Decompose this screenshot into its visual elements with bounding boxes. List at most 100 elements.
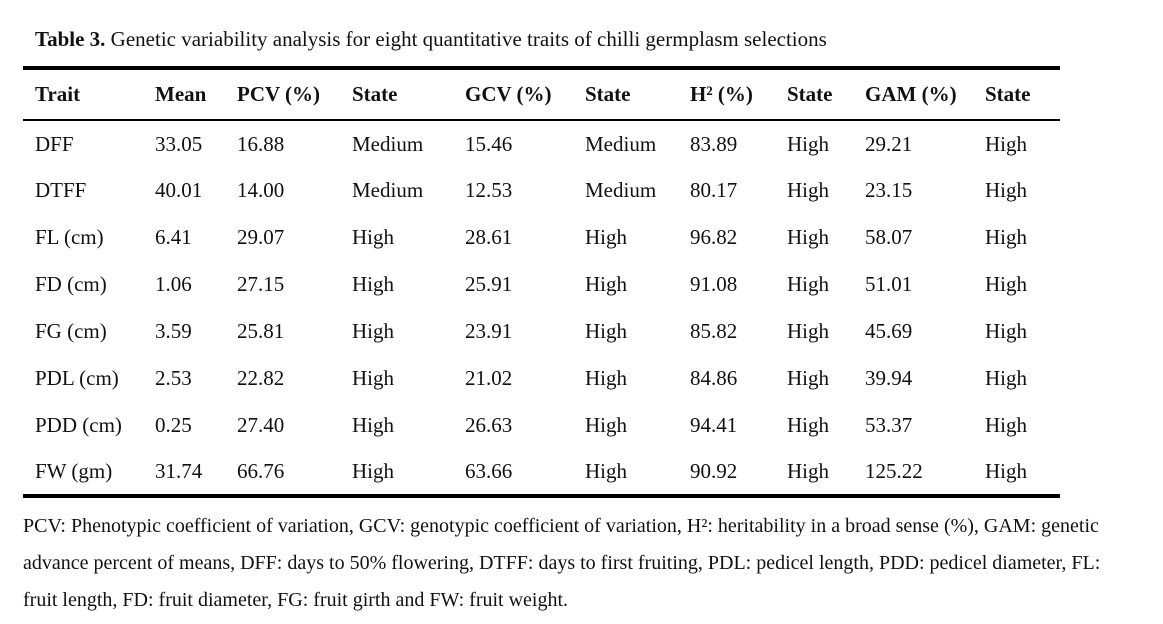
table-cell: High xyxy=(787,178,829,202)
table-cell: High xyxy=(985,413,1027,437)
table-cell: 31.74 xyxy=(155,459,203,483)
table-cell: High xyxy=(352,319,394,343)
table-cell: High xyxy=(985,366,1027,390)
trait-cell: PDL (cm) xyxy=(35,366,119,390)
column-header: State xyxy=(985,68,1060,121)
table-cell: 80.17 xyxy=(690,178,738,202)
table-cell: High xyxy=(787,319,829,343)
table-cell: 33.05 xyxy=(155,131,203,156)
table-cell: 63.66 xyxy=(465,459,513,483)
trait-cell: FW (gm) xyxy=(35,459,113,483)
table-cell: High xyxy=(787,366,829,390)
table-cell: 96.82 xyxy=(690,225,738,249)
table-cell: 27.15 xyxy=(237,272,285,296)
table-cell: 28.61 xyxy=(465,225,513,249)
column-header: H² (%) xyxy=(690,68,787,121)
table-cell: High xyxy=(985,459,1027,483)
table-cell: High xyxy=(585,225,627,249)
header-row: Trait Mean PCV (%) State GCV (%) State H² (%) S… xyxy=(23,68,1060,121)
table-cell: 90.92 xyxy=(690,459,738,483)
table-cell: High xyxy=(787,413,829,437)
table-cell: 21.02 xyxy=(465,366,513,390)
table-cell: 85.82 xyxy=(690,319,738,343)
column-header: PCV (%) xyxy=(237,68,352,121)
table-cell: High xyxy=(585,319,627,343)
table-cell: High xyxy=(787,131,829,156)
table-cell: High xyxy=(787,459,829,483)
table-row: DTFF 40.01 14.00 Medium 12.53 Medium 80.17 High… xyxy=(23,167,1060,214)
table-cell: Medium xyxy=(352,178,424,202)
table-cell: High xyxy=(585,272,627,296)
table-caption-text: Genetic variability analysis for eight q… xyxy=(110,27,827,51)
table-row: DFF 33.05 16.88 Medium 15.46 Medium 83.89 High 2… xyxy=(23,120,1060,167)
table-cell: 14.00 xyxy=(237,178,285,202)
table-cell: 25.81 xyxy=(237,319,285,343)
table-cell: High xyxy=(787,225,829,249)
table-cell: 53.37 xyxy=(865,413,913,437)
table-cell: Medium xyxy=(585,131,657,156)
column-header: State xyxy=(352,68,465,121)
table-cell: Medium xyxy=(352,131,424,156)
column-header: GAM (%) xyxy=(865,68,985,121)
table-cell: 27.40 xyxy=(237,413,285,437)
table-cell: 83.89 xyxy=(690,131,738,156)
table-cell: High xyxy=(585,366,627,390)
genetic-variability-table: Trait Mean PCV (%) State GCV (%) State H² (%) S… xyxy=(23,66,1060,498)
table-cell: 1.06 xyxy=(155,272,192,296)
table-cell: 66.76 xyxy=(237,459,285,483)
table-body: DFF 33.05 16.88 Medium 15.46 Medium 83.89 High 2… xyxy=(23,120,1060,496)
table-cell: 25.91 xyxy=(465,272,513,296)
table-cell: 45.69 xyxy=(865,319,913,343)
table-row: FG (cm) 3.59 25.81 High 23.91 High 85.82 High 45… xyxy=(23,308,1060,355)
table-cell: 16.88 xyxy=(237,131,285,156)
table-cell: High xyxy=(985,319,1027,343)
table-cell: 84.86 xyxy=(690,366,738,390)
table-row: FL (cm) 6.41 29.07 High 28.61 High 96.82 High 58… xyxy=(23,214,1060,261)
table-cell: High xyxy=(985,225,1027,249)
column-header: GCV (%) xyxy=(465,68,585,121)
trait-cell: FD (cm) xyxy=(35,272,107,296)
table-row: PDD (cm) 0.25 27.40 High 26.63 High 94.41 High 5… xyxy=(23,402,1060,449)
table-cell: High xyxy=(352,225,394,249)
table-cell: 12.53 xyxy=(465,178,513,202)
column-header: State xyxy=(585,68,690,121)
table-cell: High xyxy=(352,413,394,437)
trait-cell: DTFF xyxy=(35,178,87,202)
table-cell: High xyxy=(352,459,394,483)
table-caption-label: Table 3. xyxy=(35,27,106,51)
table-cell: High xyxy=(585,413,627,437)
column-header: Mean xyxy=(155,68,237,121)
column-header: Trait xyxy=(23,68,155,121)
table-cell: High xyxy=(352,272,394,296)
table-cell: 58.07 xyxy=(865,225,913,249)
table-cell: 15.46 xyxy=(465,131,513,156)
table-cell: Medium xyxy=(585,178,657,202)
table-cell: High xyxy=(352,366,394,390)
table-footnote: PCV: Phenotypic coefficient of variation… xyxy=(23,515,1101,611)
table-cell: 125.22 xyxy=(865,459,923,483)
table-row: FD (cm) 1.06 27.15 High 25.91 High 91.08 High 51… xyxy=(23,261,1060,308)
table-cell: 23.91 xyxy=(465,319,513,343)
column-header: State xyxy=(787,68,865,121)
genetic-variability-table-container: Trait Mean PCV (%) State GCV (%) State H² (%) S… xyxy=(23,66,1060,498)
trait-cell: PDD (cm) xyxy=(35,413,122,437)
table-cell: 6.41 xyxy=(155,225,192,249)
table-cell: High xyxy=(985,178,1027,202)
trait-cell: DFF xyxy=(35,131,74,156)
table-row: FW (gm) 31.74 66.76 High 63.66 High 90.92 High 1… xyxy=(23,449,1060,496)
table-cell: 40.01 xyxy=(155,178,203,202)
trait-cell: FL (cm) xyxy=(35,225,104,249)
table-cell: 23.15 xyxy=(865,178,913,202)
trait-cell: FG (cm) xyxy=(35,319,107,343)
table-cell: 91.08 xyxy=(690,272,738,296)
table-cell: 2.53 xyxy=(155,366,192,390)
table-cell: High xyxy=(985,131,1027,156)
table-row: PDL (cm) 2.53 22.82 High 21.02 High 84.86 High 3… xyxy=(23,355,1060,402)
table-cell: 3.59 xyxy=(155,319,192,343)
table-cell: High xyxy=(787,272,829,296)
table-cell: 29.07 xyxy=(237,225,285,249)
table-cell: 94.41 xyxy=(690,413,738,437)
table-cell: 39.94 xyxy=(865,366,913,390)
table-cell: 51.01 xyxy=(865,272,913,296)
table-caption: Table 3. Genetic variability analysis fo… xyxy=(35,26,827,53)
